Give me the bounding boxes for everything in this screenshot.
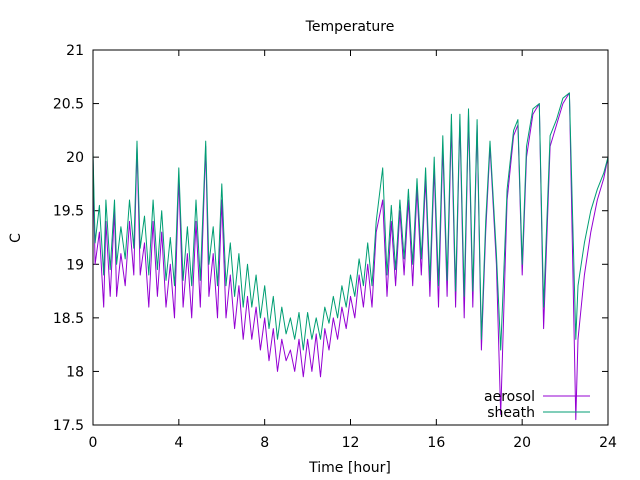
x-tick-label: 4 xyxy=(174,435,183,451)
x-tick-label: 0 xyxy=(89,435,98,451)
y-tick-label: 17.5 xyxy=(53,418,84,434)
x-tick-label: 20 xyxy=(513,435,531,451)
series-line-sheath xyxy=(92,92,609,351)
y-tick-label: 21 xyxy=(66,43,84,59)
y-axis-label: C xyxy=(8,233,24,243)
series-lines xyxy=(92,92,609,421)
x-tick-label: 24 xyxy=(599,435,617,451)
x-axis-label: Time [hour] xyxy=(308,460,391,476)
x-tick-label: 8 xyxy=(260,435,269,451)
y-tick-label: 18 xyxy=(66,364,84,380)
y-tick-label: 20.5 xyxy=(53,97,84,113)
plot-frame xyxy=(92,49,609,426)
y-tick-label: 18.5 xyxy=(53,311,84,327)
x-tick-label: 12 xyxy=(342,435,360,451)
y-tick-label: 19 xyxy=(66,257,84,273)
x-tick-label: 16 xyxy=(427,435,445,451)
legend-label-sheath: sheath xyxy=(487,405,535,421)
y-tick-label: 19.5 xyxy=(53,204,84,220)
chart-title: Temperature xyxy=(305,19,395,35)
y-tick-label: 20 xyxy=(66,150,84,166)
series-line-aerosol xyxy=(92,92,609,421)
legend-label-aerosol: aerosol xyxy=(484,389,535,405)
